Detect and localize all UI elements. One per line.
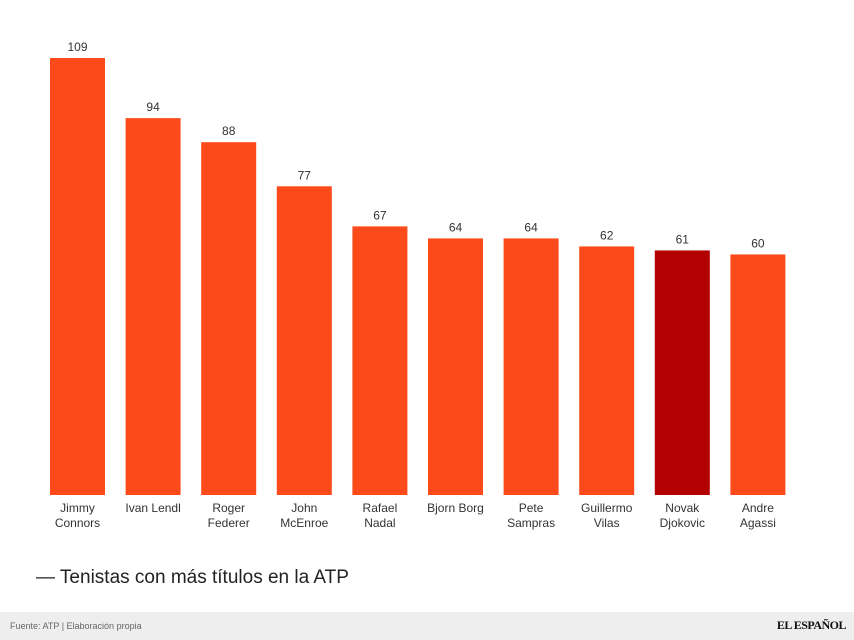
bar-1 (125, 118, 181, 496)
chart-title: — Tenistas con más títulos en la ATP (36, 567, 349, 588)
category-label-1: Ivan Lendl (125, 501, 180, 515)
bar-7 (579, 246, 635, 495)
category-label-5: Bjorn Borg (427, 501, 484, 515)
value-label-6: 64 (524, 220, 538, 234)
category-label-9: Andre Agassi (740, 501, 776, 530)
bar-3 (276, 186, 332, 495)
value-label-4: 67 (373, 208, 387, 222)
value-label-2: 88 (222, 124, 236, 138)
category-label-3: John McEnroe (280, 501, 328, 530)
category-label-2: Roger Federer (208, 501, 250, 530)
value-label-0: 109 (67, 40, 87, 54)
bar-0 (50, 58, 105, 495)
category-label-6: Pete Sampras (507, 501, 555, 530)
value-label-5: 64 (449, 220, 463, 234)
value-label-9: 60 (751, 236, 765, 250)
bar-8 (654, 250, 710, 495)
bar-6 (503, 238, 559, 495)
category-label-4: Rafael Nadal (363, 501, 398, 530)
category-label-8: Novak Djokovic (660, 501, 705, 530)
bar-9 (730, 254, 786, 495)
value-label-1: 94 (146, 100, 160, 114)
bar-chart: 109 Jimmy Connors 94 Ivan Lendl 88 Roger Federe… (50, 40, 786, 530)
bar-4 (352, 226, 408, 495)
value-label-7: 62 (600, 228, 614, 242)
category-label-7: Guillermo Vilas (581, 501, 633, 530)
bar-5 (428, 238, 483, 495)
brand-logo: EL ESPAÑOL (776, 618, 847, 632)
source-note: Fuente: ATP | Elaboración propia (10, 621, 142, 631)
footer-bar: Fuente: ATP | Elaboración propia EL ESPA… (0, 612, 854, 640)
bar-2 (201, 142, 257, 495)
value-label-3: 77 (298, 168, 312, 182)
value-label-8: 61 (676, 232, 690, 246)
category-label-0: Jimmy Connors (55, 501, 100, 530)
